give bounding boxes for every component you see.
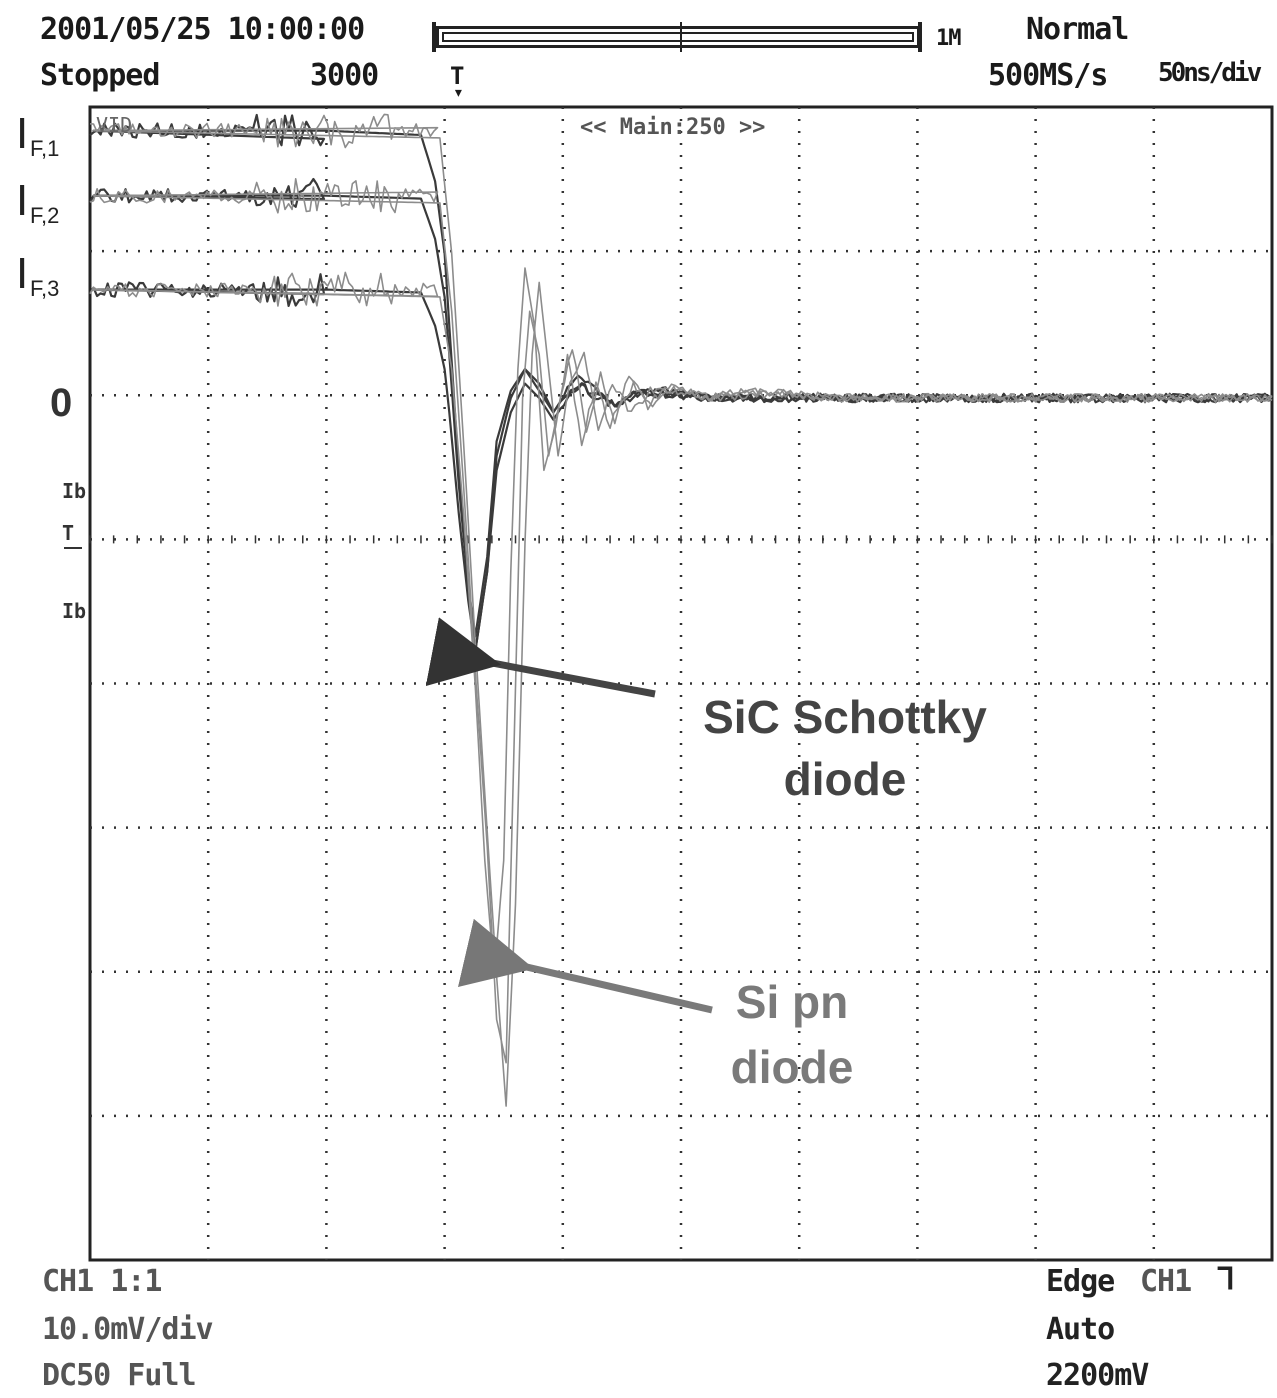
trigger-source: CH1 [1140,1264,1192,1299]
trigger-sweep-mode: Auto [1046,1312,1115,1347]
memory-bar-right-cap [918,22,922,52]
level-marker-label: Ib [62,599,86,623]
timebase: 50ns/div [1158,58,1262,88]
trigger-level: 2200mV [1046,1358,1149,1393]
annotation-label-2: diode [731,1041,854,1093]
annotation-label-1: SiC Schottky [703,691,987,743]
trigger-mode-normal: Normal [1026,12,1129,47]
trace-label-trace-2: I [16,176,28,225]
trace-i-f-3 [89,273,1273,652]
input-coupling: DC50 Full [42,1358,197,1393]
trace-labels: I F,1I F,2I F,3 [16,109,59,301]
trace-label-trace-3: I [16,249,28,298]
annotation-label-1: diode [784,753,907,805]
trace-label-subscript: F,1 [30,136,59,161]
trace-label-subscript: F,3 [30,276,59,301]
trigger-position-marker: T [450,62,464,90]
acquisition-count: 3000 [310,58,379,93]
trigger-position-arrow-icon: ▾ [453,82,464,103]
channel-scale: CH1 1:1 [42,1264,162,1299]
grid-lines [89,107,1273,1260]
memory-bar-left-cap [432,22,436,52]
zoom-window-label: << Main:250 >> [580,115,765,140]
channel-tag: VID [96,113,132,137]
volts-per-div: 10.0mV/div [42,1312,214,1347]
trace-label-subscript: F,2 [30,203,59,228]
zero-level-label: 0 [50,381,72,425]
level-marker-label: T [62,521,74,545]
timestamp: 2001/05/25 10:00:00 [40,12,365,47]
memory-position-bar[interactable] [432,22,932,52]
trace-si-pn-3 [89,113,1273,1107]
traces [89,113,1273,1107]
acquisition-status: Stopped [40,58,160,93]
memory-bar-center-tick [680,22,682,52]
level-marker-label: Ib [62,479,86,503]
memory-bar-window [442,32,914,42]
annotation-arrow-2 [457,918,713,1014]
memory-length-label: 1M [936,26,961,51]
annotations: SiC Schottky diode Si pn diode [425,617,987,1093]
trace-label-trace-1: I [16,109,28,158]
falling-edge-icon: ⅂ [1218,1262,1235,1297]
sample-rate: 500MS/s [988,58,1108,93]
annotation-label-2: Si pn [736,976,848,1028]
trigger-type: Edge [1046,1264,1115,1299]
trace-si-pn-1 [89,267,1273,977]
annotation-arrow-1 [425,617,656,698]
